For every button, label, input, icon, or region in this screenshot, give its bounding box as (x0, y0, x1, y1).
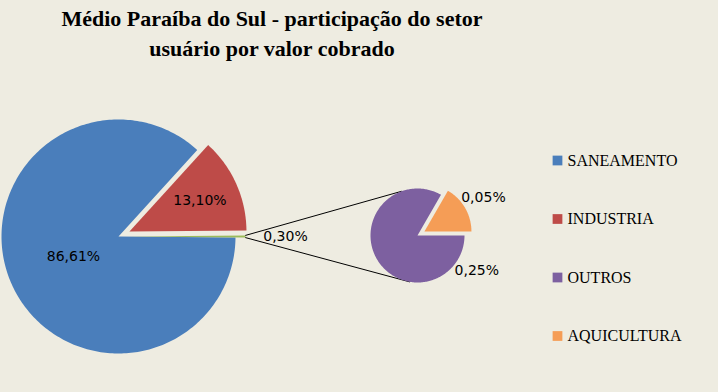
svg-text:86,61%: 86,61% (47, 248, 100, 264)
svg-text:0,25%: 0,25% (455, 262, 499, 278)
svg-text:0,05%: 0,05% (461, 189, 505, 205)
svg-text:INDUSTRIA: INDUSTRIA (568, 210, 655, 227)
svg-text:OUTROS: OUTROS (568, 269, 632, 286)
svg-text:13,10%: 13,10% (173, 192, 226, 208)
svg-text:AQUICULTURA: AQUICULTURA (568, 327, 683, 344)
svg-text:0,30%: 0,30% (263, 228, 307, 244)
html-text:Médio Paraíba do Sul - partici: Médio Paraíba do Sul - participação do s… (61, 6, 483, 61)
svg-text:SANEAMENTO: SANEAMENTO (568, 152, 678, 169)
